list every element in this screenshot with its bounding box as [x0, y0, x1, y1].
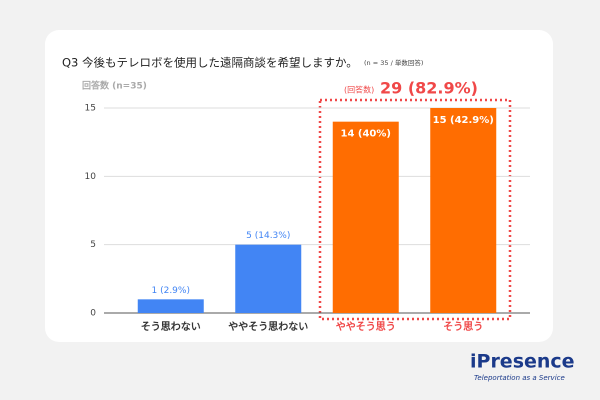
y-axis-label: 回答数 (n=35) [82, 80, 147, 92]
value-label: 1 (2.9%) [152, 286, 190, 296]
value-label: 5 (14.3%) [246, 231, 290, 241]
annotation-prefix: (回答数) [344, 85, 374, 95]
y-tick-label: 5 [90, 240, 96, 250]
highlight-box [318, 98, 512, 321]
bar [430, 108, 497, 313]
y-tick-label: 0 [90, 309, 96, 319]
x-tick-label: ややそう思う [336, 321, 396, 333]
value-label: 14 (40%) [341, 129, 391, 140]
bar [137, 299, 204, 313]
value-label: 15 (42.9%) [433, 115, 494, 126]
bar [332, 121, 399, 314]
logo: iPresence [470, 351, 575, 373]
y-tick-label: 10 [85, 172, 97, 182]
chart-title: Q3 今後もテレロボを使用した遠隔商談を希望しますか。 [62, 56, 358, 70]
y-tick-label: 15 [85, 104, 96, 114]
x-tick-label: ややそう思わない [228, 321, 308, 333]
chart-subtitle: (n = 35 / 単数回答) [364, 58, 423, 67]
x-tick-label: そう思う [443, 321, 483, 333]
logo-tagline: Teleportation as a Service [474, 374, 565, 382]
bar [235, 244, 302, 313]
annotation: 29 (82.9%) [380, 79, 478, 98]
x-tick-label: そう思わない [141, 321, 201, 333]
